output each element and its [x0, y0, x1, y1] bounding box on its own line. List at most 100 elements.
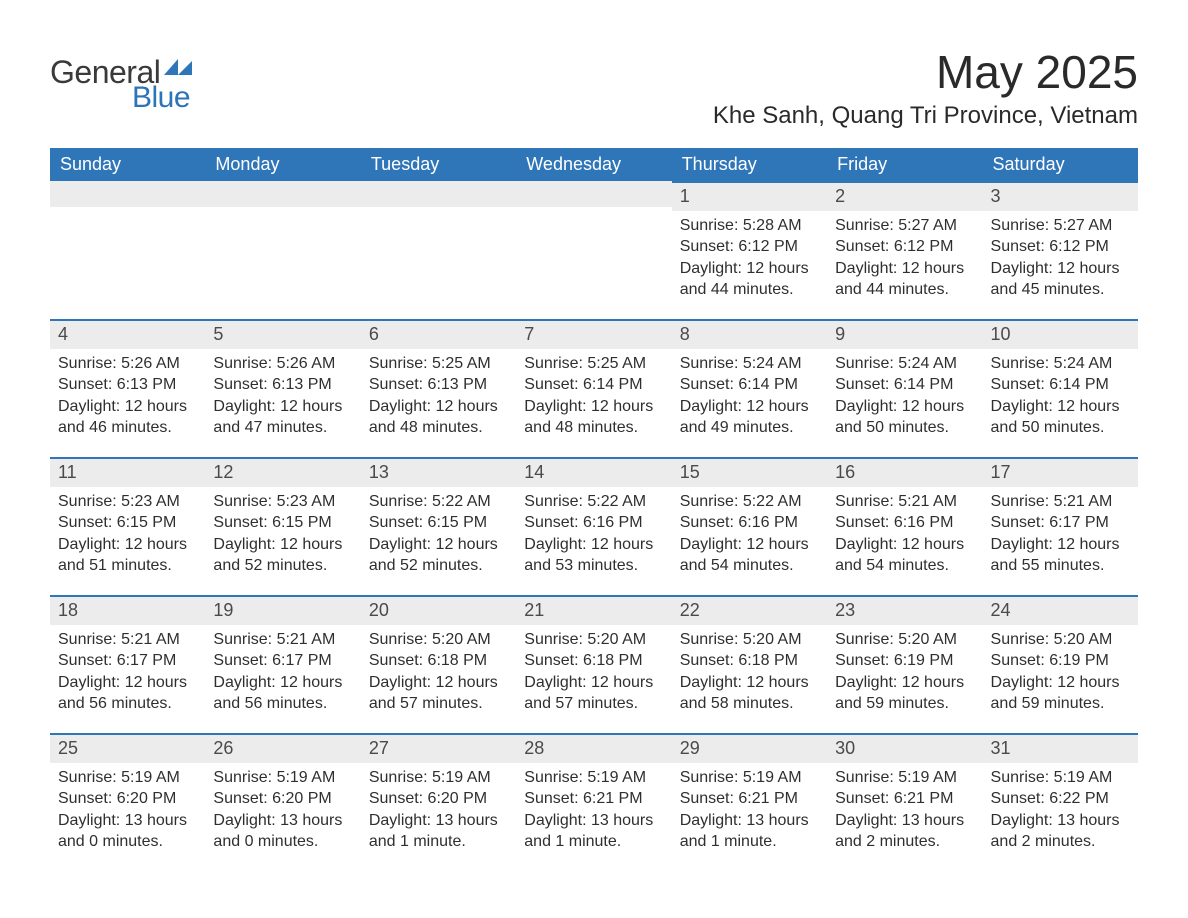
day-details: Sunrise: 5:23 AMSunset: 6:15 PMDaylight:…: [50, 487, 205, 577]
calendar-cell: 27Sunrise: 5:19 AMSunset: 6:20 PMDayligh…: [361, 733, 516, 871]
sunset-line: Sunset: 6:18 PM: [524, 650, 663, 672]
sunrise-line: Sunrise: 5:20 AM: [524, 629, 663, 651]
day-details: Sunrise: 5:19 AMSunset: 6:21 PMDaylight:…: [672, 763, 827, 853]
calendar-cell: 19Sunrise: 5:21 AMSunset: 6:17 PMDayligh…: [205, 595, 360, 733]
daylight-line: Daylight: 12 hours and 56 minutes.: [213, 672, 352, 715]
calendar-cell: 23Sunrise: 5:20 AMSunset: 6:19 PMDayligh…: [827, 595, 982, 733]
calendar-page: General Blue May 2025 Khe Sanh, Quang Tr…: [0, 0, 1188, 901]
daylight-line: Daylight: 12 hours and 44 minutes.: [680, 258, 819, 301]
day-details: Sunrise: 5:20 AMSunset: 6:19 PMDaylight:…: [983, 625, 1138, 715]
sunset-line: Sunset: 6:12 PM: [680, 236, 819, 258]
calendar-cell: 17Sunrise: 5:21 AMSunset: 6:17 PMDayligh…: [983, 457, 1138, 595]
sunrise-line: Sunrise: 5:19 AM: [680, 767, 819, 789]
day-number: 31: [983, 733, 1138, 762]
daylight-line: Daylight: 13 hours and 1 minute.: [680, 810, 819, 853]
calendar-cell: 12Sunrise: 5:23 AMSunset: 6:15 PMDayligh…: [205, 457, 360, 595]
daylight-line: Daylight: 12 hours and 57 minutes.: [524, 672, 663, 715]
weekday-header: Thursday: [672, 148, 827, 181]
day-details: Sunrise: 5:21 AMSunset: 6:16 PMDaylight:…: [827, 487, 982, 577]
calendar-cell: 3Sunrise: 5:27 AMSunset: 6:12 PMDaylight…: [983, 181, 1138, 319]
daylight-line: Daylight: 12 hours and 59 minutes.: [835, 672, 974, 715]
calendar-cell: 15Sunrise: 5:22 AMSunset: 6:16 PMDayligh…: [672, 457, 827, 595]
weekday-header: Saturday: [983, 148, 1138, 181]
day-number: 2: [827, 181, 982, 210]
day-number: 9: [827, 319, 982, 348]
calendar-cell: 18Sunrise: 5:21 AMSunset: 6:17 PMDayligh…: [50, 595, 205, 733]
weekday-header: Wednesday: [516, 148, 671, 181]
sunset-line: Sunset: 6:14 PM: [835, 374, 974, 396]
calendar-cell: 26Sunrise: 5:19 AMSunset: 6:20 PMDayligh…: [205, 733, 360, 871]
weekday-header: Monday: [205, 148, 360, 181]
day-number: 23: [827, 595, 982, 624]
day-number: 19: [205, 595, 360, 624]
daylight-line: Daylight: 12 hours and 57 minutes.: [369, 672, 508, 715]
day-number: 29: [672, 733, 827, 762]
daylight-line: Daylight: 12 hours and 56 minutes.: [58, 672, 197, 715]
day-number: 15: [672, 457, 827, 486]
sunset-line: Sunset: 6:18 PM: [680, 650, 819, 672]
logo-text-blue: Blue: [132, 81, 190, 115]
day-number: 22: [672, 595, 827, 624]
day-number: 3: [983, 181, 1138, 210]
day-details: Sunrise: 5:20 AMSunset: 6:18 PMDaylight:…: [516, 625, 671, 715]
daylight-line: Daylight: 12 hours and 51 minutes.: [58, 534, 197, 577]
weekday-header: Tuesday: [361, 148, 516, 181]
sunset-line: Sunset: 6:17 PM: [991, 512, 1130, 534]
day-details: Sunrise: 5:20 AMSunset: 6:18 PMDaylight:…: [672, 625, 827, 715]
calendar-cell: 21Sunrise: 5:20 AMSunset: 6:18 PMDayligh…: [516, 595, 671, 733]
calendar-cell: 10Sunrise: 5:24 AMSunset: 6:14 PMDayligh…: [983, 319, 1138, 457]
calendar-cell: 7Sunrise: 5:25 AMSunset: 6:14 PMDaylight…: [516, 319, 671, 457]
day-details: Sunrise: 5:25 AMSunset: 6:13 PMDaylight:…: [361, 349, 516, 439]
sunset-line: Sunset: 6:21 PM: [835, 788, 974, 810]
daylight-line: Daylight: 12 hours and 44 minutes.: [835, 258, 974, 301]
day-number: 21: [516, 595, 671, 624]
sunset-line: Sunset: 6:13 PM: [213, 374, 352, 396]
daylight-line: Daylight: 13 hours and 1 minute.: [524, 810, 663, 853]
sunset-line: Sunset: 6:14 PM: [680, 374, 819, 396]
calendar-row: 25Sunrise: 5:19 AMSunset: 6:20 PMDayligh…: [50, 733, 1138, 871]
sunset-line: Sunset: 6:13 PM: [369, 374, 508, 396]
calendar-cell: 13Sunrise: 5:22 AMSunset: 6:15 PMDayligh…: [361, 457, 516, 595]
day-details: Sunrise: 5:27 AMSunset: 6:12 PMDaylight:…: [827, 211, 982, 301]
sunrise-line: Sunrise: 5:24 AM: [835, 353, 974, 375]
day-details: Sunrise: 5:22 AMSunset: 6:15 PMDaylight:…: [361, 487, 516, 577]
flag-icon: [164, 57, 192, 75]
sunset-line: Sunset: 6:17 PM: [213, 650, 352, 672]
sunset-line: Sunset: 6:19 PM: [835, 650, 974, 672]
calendar-cell: 22Sunrise: 5:20 AMSunset: 6:18 PMDayligh…: [672, 595, 827, 733]
day-details: Sunrise: 5:19 AMSunset: 6:20 PMDaylight:…: [361, 763, 516, 853]
sunset-line: Sunset: 6:12 PM: [835, 236, 974, 258]
sunset-line: Sunset: 6:20 PM: [213, 788, 352, 810]
day-details: Sunrise: 5:22 AMSunset: 6:16 PMDaylight:…: [672, 487, 827, 577]
sunrise-line: Sunrise: 5:19 AM: [524, 767, 663, 789]
sunset-line: Sunset: 6:17 PM: [58, 650, 197, 672]
daylight-line: Daylight: 13 hours and 2 minutes.: [835, 810, 974, 853]
daylight-line: Daylight: 13 hours and 0 minutes.: [58, 810, 197, 853]
sunrise-line: Sunrise: 5:22 AM: [524, 491, 663, 513]
calendar-cell: 24Sunrise: 5:20 AMSunset: 6:19 PMDayligh…: [983, 595, 1138, 733]
sunset-line: Sunset: 6:15 PM: [58, 512, 197, 534]
day-number: 12: [205, 457, 360, 486]
day-number: 5: [205, 319, 360, 348]
daylight-line: Daylight: 12 hours and 48 minutes.: [524, 396, 663, 439]
sunset-line: Sunset: 6:12 PM: [991, 236, 1130, 258]
calendar-cell: 20Sunrise: 5:20 AMSunset: 6:18 PMDayligh…: [361, 595, 516, 733]
day-number: 20: [361, 595, 516, 624]
day-number: 18: [50, 595, 205, 624]
title-location: Khe Sanh, Quang Tri Province, Vietnam: [713, 102, 1138, 130]
calendar-cell: [50, 181, 205, 319]
day-details: Sunrise: 5:25 AMSunset: 6:14 PMDaylight:…: [516, 349, 671, 439]
sunrise-line: Sunrise: 5:20 AM: [991, 629, 1130, 651]
sunrise-line: Sunrise: 5:25 AM: [369, 353, 508, 375]
calendar-cell: 2Sunrise: 5:27 AMSunset: 6:12 PMDaylight…: [827, 181, 982, 319]
sunset-line: Sunset: 6:16 PM: [680, 512, 819, 534]
sunrise-line: Sunrise: 5:26 AM: [58, 353, 197, 375]
day-details: Sunrise: 5:20 AMSunset: 6:19 PMDaylight:…: [827, 625, 982, 715]
sunset-line: Sunset: 6:16 PM: [835, 512, 974, 534]
calendar-cell: 9Sunrise: 5:24 AMSunset: 6:14 PMDaylight…: [827, 319, 982, 457]
daylight-line: Daylight: 12 hours and 46 minutes.: [58, 396, 197, 439]
sunrise-line: Sunrise: 5:19 AM: [213, 767, 352, 789]
calendar-cell: 4Sunrise: 5:26 AMSunset: 6:13 PMDaylight…: [50, 319, 205, 457]
sunrise-line: Sunrise: 5:26 AM: [213, 353, 352, 375]
weekday-header-row: Sunday Monday Tuesday Wednesday Thursday…: [50, 148, 1138, 181]
